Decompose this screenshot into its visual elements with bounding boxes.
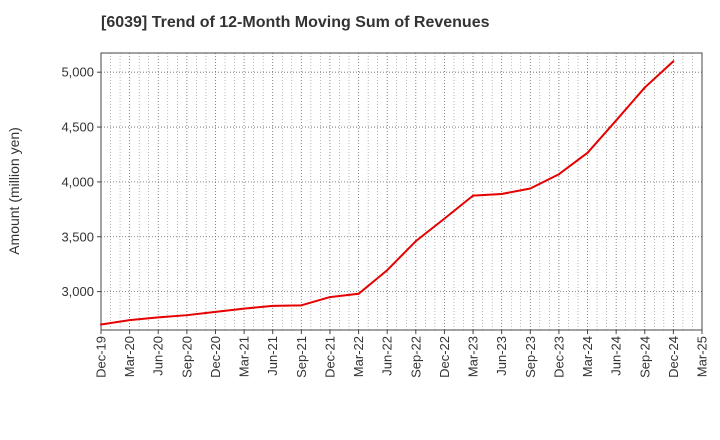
data-point xyxy=(615,119,618,122)
x-tick-label: Dec-19 xyxy=(94,336,109,378)
y-tick-label: 5,000 xyxy=(61,65,94,80)
x-tick-label: Sep-20 xyxy=(179,336,194,378)
x-tick-label: Mar-24 xyxy=(580,336,595,377)
x-tick-label: Mar-22 xyxy=(351,336,366,377)
data-point xyxy=(271,304,274,307)
x-tick-label: Sep-21 xyxy=(294,336,309,378)
data-point xyxy=(643,86,646,89)
x-tick-label: Dec-23 xyxy=(551,336,566,378)
x-tick-label: Sep-22 xyxy=(408,336,423,378)
axes xyxy=(97,52,703,334)
data-point xyxy=(300,304,303,307)
data-point xyxy=(100,323,102,326)
data-point xyxy=(414,240,417,243)
x-tick-label: Jun-23 xyxy=(494,336,509,376)
x-tick-label: Dec-22 xyxy=(437,336,452,378)
data-point xyxy=(500,192,503,195)
x-tick-label: Jun-21 xyxy=(265,336,280,376)
data-point xyxy=(185,314,188,317)
x-tick-label: Mar-20 xyxy=(122,336,137,377)
y-tick-labels: 3,000 3,500 4,000 4,500 5,000 xyxy=(61,65,94,299)
y-tick-label: 4,500 xyxy=(61,120,94,135)
data-point xyxy=(472,194,475,197)
series-line xyxy=(100,60,675,326)
x-tick-label: Dec-20 xyxy=(208,336,223,378)
data-point xyxy=(443,217,446,220)
x-tick-labels: Dec-19 Mar-20 Jun-20 Sep-20 Dec-20 Mar-21 Jun-… xyxy=(94,336,710,378)
y-axis-title: Amount (million yen) xyxy=(6,127,22,255)
x-tick-label: Sep-24 xyxy=(637,336,652,378)
data-point xyxy=(557,173,560,176)
chart-title: [6039] Trend of 12-Month Moving Sum of R… xyxy=(101,14,490,31)
y-tick-label: 3,500 xyxy=(61,229,94,244)
x-tick-label: Jun-24 xyxy=(609,336,624,376)
data-point xyxy=(328,296,331,299)
data-point xyxy=(157,316,160,319)
x-tick-label: Mar-21 xyxy=(237,336,252,377)
x-tick-label: Jun-22 xyxy=(380,336,395,376)
data-point xyxy=(672,60,675,63)
y-tick-label: 3,000 xyxy=(61,284,94,299)
plot-frame xyxy=(100,52,703,331)
data-point xyxy=(243,307,246,310)
x-tick-label: Mar-25 xyxy=(695,336,710,377)
data-point xyxy=(529,187,532,190)
x-tick-label: Mar-23 xyxy=(466,336,481,377)
x-tick-label: Sep-23 xyxy=(523,336,538,378)
data-point xyxy=(386,269,389,272)
data-point xyxy=(586,151,589,154)
data-point xyxy=(128,319,131,322)
data-point xyxy=(214,310,217,313)
y-tick-label: 4,000 xyxy=(61,174,94,189)
x-tick-label: Jun-20 xyxy=(151,336,166,376)
grid xyxy=(101,53,702,330)
data-point xyxy=(357,292,360,295)
series xyxy=(100,60,675,326)
x-tick-label: Dec-24 xyxy=(666,336,681,378)
x-tick-label: Dec-21 xyxy=(322,336,337,378)
